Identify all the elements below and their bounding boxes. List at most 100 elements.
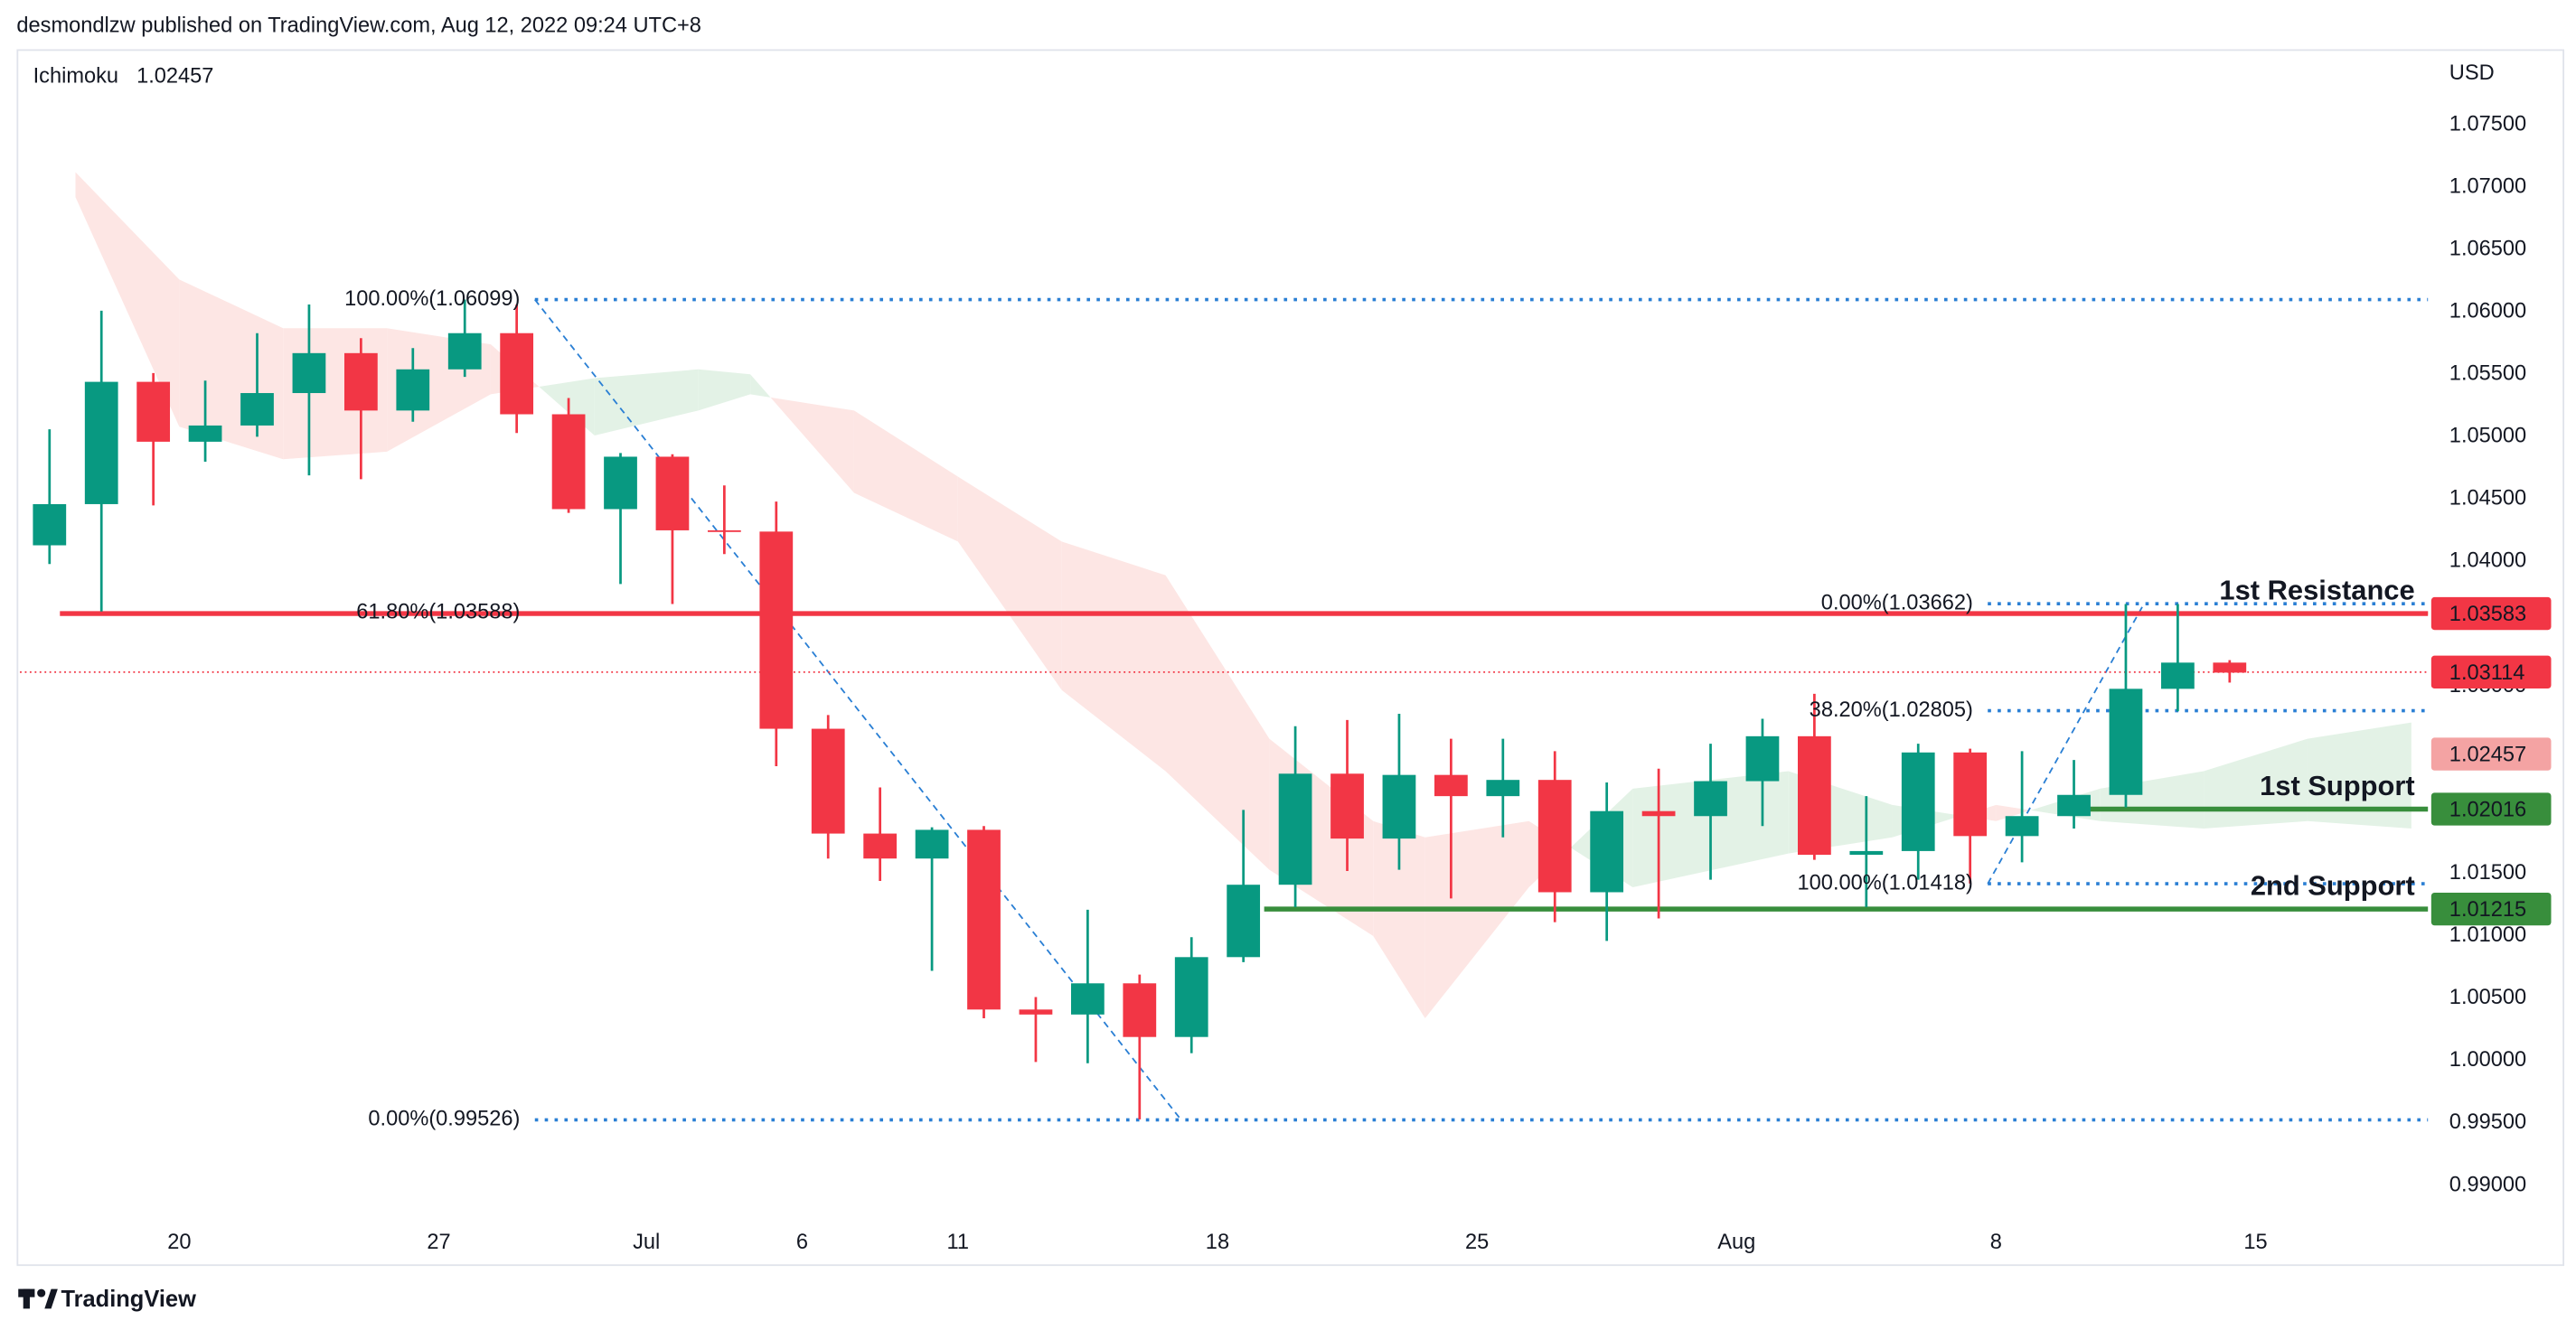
candle-body xyxy=(2005,816,2039,837)
candle-body xyxy=(1330,773,1364,839)
candle-body xyxy=(1953,752,1988,837)
candle-body xyxy=(707,529,741,532)
cloud-segment xyxy=(770,397,854,493)
fib-label: 100.00%(1.01418) xyxy=(1798,871,1973,894)
indicator-value: 1.02457 xyxy=(136,65,213,89)
drawing-layer xyxy=(20,297,2429,1122)
candle-body xyxy=(759,531,794,729)
y-tick-label: 0.99000 xyxy=(2449,1173,2526,1196)
fib-label: 38.20%(1.02805) xyxy=(1810,698,1973,722)
fib-label: 0.00%(0.99526) xyxy=(368,1108,520,1131)
cloud-segment xyxy=(75,172,180,427)
candle-body xyxy=(240,393,274,426)
y-tick-label: 1.00000 xyxy=(2449,1048,2526,1072)
x-tick-label: 20 xyxy=(167,1231,191,1254)
y-axis-label: USD xyxy=(2449,61,2495,85)
candle-body xyxy=(1174,957,1208,1037)
price-badge-label: 1.02457 xyxy=(2449,744,2526,767)
y-tick-label: 1.01000 xyxy=(2449,923,2526,947)
candle-body xyxy=(811,728,845,834)
candle-body xyxy=(863,833,898,859)
indicator-name: Ichimoku xyxy=(33,65,118,89)
price-badge xyxy=(2430,892,2552,926)
cloud-segment xyxy=(1061,541,1166,772)
candle-body xyxy=(2161,662,2195,689)
x-tick-label: 15 xyxy=(2243,1231,2267,1254)
candle-body xyxy=(967,829,1001,1010)
fib-label: 0.00%(1.03662) xyxy=(1821,591,1973,614)
candle-body xyxy=(1070,983,1105,1015)
level-name: 1st Resistance xyxy=(2219,575,2414,606)
y-tick-label: 1.07000 xyxy=(2449,174,2526,198)
cloud-segment xyxy=(957,476,1062,690)
y-tick-label: 1.05000 xyxy=(2449,425,2526,448)
candle-body xyxy=(343,352,378,411)
y-tick-label: 1.01500 xyxy=(2449,861,2526,885)
brand-name: TradingView xyxy=(61,1287,196,1312)
fib-trendline xyxy=(534,299,1182,1120)
candle-body xyxy=(1227,885,1261,958)
candle-body xyxy=(396,369,430,411)
candle-body xyxy=(604,456,637,510)
candle-body xyxy=(1123,983,1157,1037)
x-tick-label: 25 xyxy=(1465,1231,1489,1254)
candle-body xyxy=(1590,810,1624,893)
author-line: desmondlzw published on TradingView.com,… xyxy=(16,14,701,37)
level-name: 2nd Support xyxy=(2251,870,2415,902)
logo-shape xyxy=(44,1288,58,1309)
x-tick-label: 6 xyxy=(796,1231,808,1254)
candle-body xyxy=(136,381,171,442)
y-tick-label: 0.99500 xyxy=(2449,1110,2526,1134)
candle-body xyxy=(1019,1009,1053,1015)
candle-body xyxy=(1486,780,1520,797)
price-badge-label: 1.03583 xyxy=(2449,603,2526,626)
x-tick-label: 8 xyxy=(1990,1231,2002,1254)
price-badge xyxy=(2430,737,2552,771)
candle-body xyxy=(1798,735,1831,856)
cloud-segment xyxy=(594,369,699,436)
price-badge xyxy=(2430,655,2552,689)
y-tick-label: 1.06000 xyxy=(2449,299,2526,323)
price-badge-label: 1.01215 xyxy=(2449,898,2526,922)
fib-label: 61.80%(1.03588) xyxy=(356,601,520,624)
price-badge xyxy=(2430,596,2552,631)
candle-body xyxy=(2057,794,2091,817)
y-tick-label: 1.04000 xyxy=(2449,549,2526,573)
x-tick-label: Jul xyxy=(633,1231,660,1254)
candle-layer xyxy=(33,299,2247,1119)
candle-body xyxy=(551,414,586,510)
price-badge-label: 1.02016 xyxy=(2449,799,2526,822)
fib-trendline xyxy=(1987,603,2145,885)
candle-body xyxy=(1382,774,1416,839)
candle-body xyxy=(1901,752,1935,851)
candle-body xyxy=(655,456,690,530)
candle-body xyxy=(1849,850,1884,856)
label-layer: 100.00%(1.06099) 61.80%(1.03588) 0.00%(0.9… xyxy=(344,287,2552,1131)
candle-body xyxy=(1278,773,1312,885)
candle-body xyxy=(1745,735,1780,782)
candle-body xyxy=(500,332,534,415)
cloud-segment xyxy=(750,374,771,398)
y-tick-label: 1.04500 xyxy=(2449,487,2526,510)
logo-shape xyxy=(37,1288,46,1297)
chart-frame xyxy=(16,49,2565,1267)
candle-body xyxy=(1434,774,1468,797)
cloud-segment xyxy=(2204,738,2308,829)
fib-label: 100.00%(1.06099) xyxy=(344,287,520,311)
x-tick-label: Aug xyxy=(1717,1231,1755,1254)
candle-body xyxy=(2213,662,2247,673)
cloud-segment xyxy=(1373,820,1425,1018)
y-tick-label: 1.07500 xyxy=(2449,112,2526,136)
candle-body xyxy=(188,425,222,442)
brand-logo: TradingView xyxy=(18,1287,196,1312)
candle-body xyxy=(447,332,482,370)
candle-body xyxy=(84,381,118,504)
candle-body xyxy=(1537,780,1572,893)
candle-body xyxy=(292,352,326,394)
candle-body xyxy=(915,829,949,859)
candle-body xyxy=(1641,810,1676,817)
